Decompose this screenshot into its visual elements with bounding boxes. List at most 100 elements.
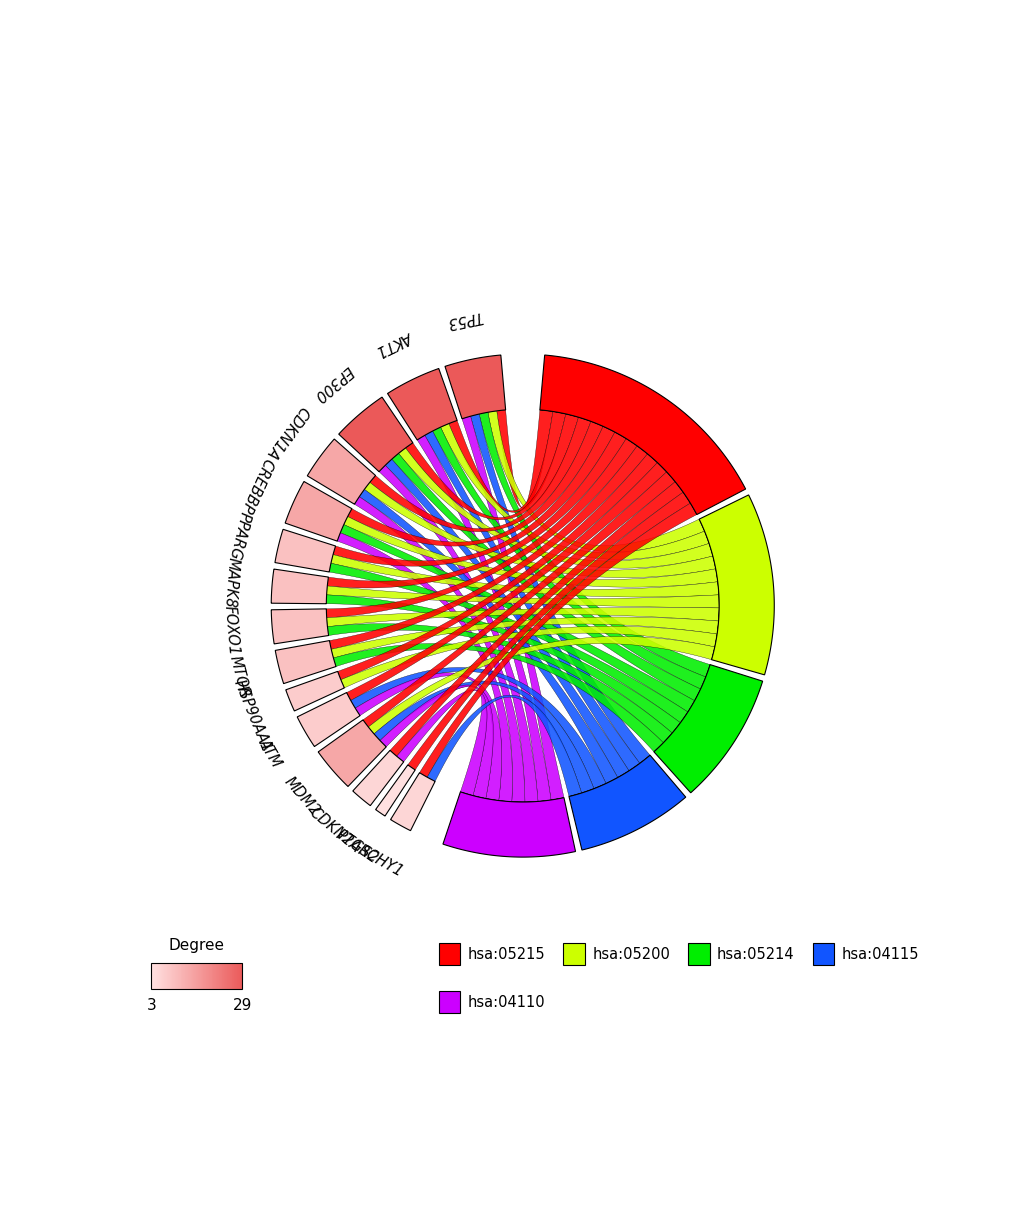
Bar <box>194 963 195 989</box>
Polygon shape <box>346 462 666 700</box>
Polygon shape <box>331 617 717 658</box>
Bar <box>192 963 193 989</box>
Bar <box>178 963 179 989</box>
Bar <box>226 963 227 989</box>
Bar <box>438 943 460 964</box>
Bar <box>438 991 460 1012</box>
Text: CDKN1A: CDKN1A <box>263 403 311 462</box>
Polygon shape <box>343 517 717 587</box>
Text: PPARG: PPARG <box>225 510 252 561</box>
Text: HSP90AA1: HSP90AA1 <box>230 678 273 754</box>
Bar <box>174 963 175 989</box>
Bar <box>213 963 214 989</box>
Bar <box>240 963 242 989</box>
Polygon shape <box>326 585 718 608</box>
Bar <box>177 963 178 989</box>
Bar <box>207 963 208 989</box>
Polygon shape <box>487 411 704 552</box>
Bar <box>152 963 154 989</box>
Bar <box>216 963 217 989</box>
Polygon shape <box>391 454 700 701</box>
Polygon shape <box>271 609 328 645</box>
Bar <box>217 963 218 989</box>
Polygon shape <box>318 720 386 786</box>
Polygon shape <box>364 482 715 578</box>
Bar <box>227 963 229 989</box>
Bar <box>168 963 170 989</box>
Bar <box>183 963 184 989</box>
Polygon shape <box>275 529 335 572</box>
Bar <box>185 963 186 989</box>
Bar <box>175 963 176 989</box>
Polygon shape <box>329 563 687 723</box>
Bar <box>184 963 185 989</box>
Bar <box>162 963 163 989</box>
Bar <box>210 963 212 989</box>
Bar <box>155 963 156 989</box>
Bar <box>171 963 172 989</box>
Bar <box>222 963 223 989</box>
Bar <box>224 963 225 989</box>
Bar <box>179 963 180 989</box>
Polygon shape <box>462 416 564 800</box>
Text: PTGS2: PTGS2 <box>333 827 381 866</box>
Polygon shape <box>496 410 552 508</box>
Polygon shape <box>389 482 683 756</box>
Text: hsa:05200: hsa:05200 <box>592 947 669 962</box>
Bar <box>233 963 234 989</box>
Bar <box>181 963 182 989</box>
Polygon shape <box>326 608 718 626</box>
Bar <box>231 963 232 989</box>
Text: 29: 29 <box>232 999 252 1014</box>
Bar <box>160 963 161 989</box>
Polygon shape <box>396 690 487 796</box>
Bar <box>201 963 202 989</box>
Bar <box>235 963 237 989</box>
Bar <box>221 963 222 989</box>
Bar <box>195 963 196 989</box>
Polygon shape <box>340 626 716 688</box>
Polygon shape <box>326 595 680 733</box>
Bar <box>220 963 221 989</box>
Bar <box>173 963 174 989</box>
Polygon shape <box>390 772 435 830</box>
Polygon shape <box>271 569 328 604</box>
Bar <box>203 963 204 989</box>
Bar <box>190 963 191 989</box>
Polygon shape <box>330 555 718 597</box>
Polygon shape <box>351 668 605 788</box>
Polygon shape <box>326 439 637 617</box>
Bar <box>196 963 197 989</box>
Polygon shape <box>355 673 501 801</box>
Bar <box>185 963 187 989</box>
Text: CREBBP: CREBBP <box>237 455 275 515</box>
Text: CDKN2A: CDKN2A <box>307 804 363 855</box>
Bar <box>206 963 207 989</box>
Polygon shape <box>444 355 505 418</box>
Bar <box>170 963 171 989</box>
Polygon shape <box>338 397 413 471</box>
Bar <box>227 963 228 989</box>
Polygon shape <box>539 355 745 514</box>
Bar <box>163 963 164 989</box>
Polygon shape <box>327 432 626 588</box>
Bar <box>199 963 200 989</box>
Bar <box>225 963 226 989</box>
Bar <box>223 963 224 989</box>
Text: MTOR: MTOR <box>226 654 252 700</box>
Polygon shape <box>307 439 375 504</box>
Bar <box>205 963 206 989</box>
Polygon shape <box>440 423 708 560</box>
Bar <box>219 963 220 989</box>
Bar <box>164 963 165 989</box>
Bar <box>215 963 216 989</box>
Bar <box>168 963 169 989</box>
Polygon shape <box>387 369 457 440</box>
Text: MDM2: MDM2 <box>280 774 322 819</box>
Bar <box>176 963 177 989</box>
Bar <box>232 963 233 989</box>
Text: hsa:04115: hsa:04115 <box>841 947 918 962</box>
Polygon shape <box>297 692 360 747</box>
Bar <box>562 943 585 964</box>
Polygon shape <box>368 636 714 734</box>
